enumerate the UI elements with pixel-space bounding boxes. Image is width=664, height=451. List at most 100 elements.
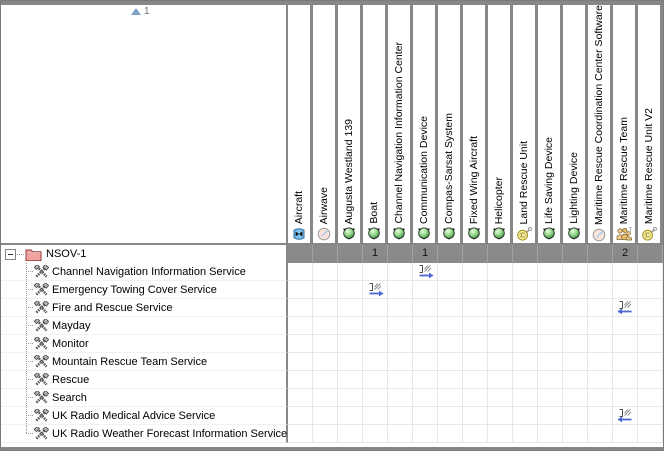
matrix-cell[interactable] xyxy=(413,263,438,281)
matrix-cell[interactable] xyxy=(463,407,488,425)
matrix-cell[interactable] xyxy=(513,371,538,389)
column-header-maritime-rescue-unit-v2[interactable]: Maritime Rescue Unit V2 © xyxy=(638,5,663,243)
matrix-cell[interactable] xyxy=(513,335,538,353)
matrix-cell[interactable] xyxy=(288,425,313,443)
matrix-cell[interactable] xyxy=(613,281,638,299)
matrix-cell[interactable] xyxy=(638,281,663,299)
matrix-cell[interactable] xyxy=(288,407,313,425)
matrix-cell[interactable] xyxy=(488,317,513,335)
tree-item-search[interactable]: Search xyxy=(1,389,288,407)
matrix-cell[interactable] xyxy=(488,281,513,299)
matrix-cell[interactable] xyxy=(638,425,663,443)
matrix-cell[interactable] xyxy=(313,371,338,389)
matrix-cell[interactable] xyxy=(488,371,513,389)
matrix-cell[interactable] xyxy=(588,353,613,371)
matrix-cell[interactable] xyxy=(538,353,563,371)
matrix-cell[interactable] xyxy=(388,407,413,425)
matrix-cell[interactable] xyxy=(438,371,463,389)
matrix-cell[interactable] xyxy=(638,263,663,281)
matrix-cell[interactable] xyxy=(363,317,388,335)
matrix-cell[interactable] xyxy=(563,317,588,335)
matrix-cell[interactable] xyxy=(563,371,588,389)
matrix-cell[interactable] xyxy=(313,335,338,353)
matrix-cell[interactable] xyxy=(488,263,513,281)
matrix-cell[interactable] xyxy=(288,299,313,317)
matrix-cell[interactable] xyxy=(338,317,363,335)
matrix-cell[interactable] xyxy=(388,353,413,371)
matrix-cell[interactable] xyxy=(488,299,513,317)
matrix-cell[interactable] xyxy=(288,371,313,389)
matrix-cell[interactable] xyxy=(463,371,488,389)
matrix-cell[interactable] xyxy=(363,407,388,425)
matrix-cell[interactable] xyxy=(613,407,638,425)
matrix-cell[interactable] xyxy=(588,407,613,425)
matrix-cell[interactable] xyxy=(338,281,363,299)
matrix-cell[interactable] xyxy=(338,299,363,317)
matrix-cell[interactable] xyxy=(338,353,363,371)
matrix-cell[interactable] xyxy=(538,263,563,281)
matrix-cell[interactable] xyxy=(363,425,388,443)
tree-item-emergency-towing-cover-service[interactable]: Emergency Towing Cover Service xyxy=(1,281,288,299)
matrix-cell[interactable] xyxy=(438,407,463,425)
tree-item-mayday[interactable]: Mayday xyxy=(1,317,288,335)
matrix-cell[interactable] xyxy=(538,407,563,425)
matrix-cell[interactable] xyxy=(463,263,488,281)
matrix-cell[interactable] xyxy=(538,371,563,389)
matrix-cell[interactable] xyxy=(513,389,538,407)
tree-item-monitor[interactable]: Monitor xyxy=(1,335,288,353)
matrix-cell[interactable] xyxy=(388,281,413,299)
matrix-cell[interactable] xyxy=(488,407,513,425)
matrix-cell[interactable] xyxy=(513,425,538,443)
matrix-cell[interactable] xyxy=(313,353,338,371)
matrix-cell[interactable] xyxy=(413,389,438,407)
matrix-cell[interactable] xyxy=(413,353,438,371)
matrix-cell[interactable] xyxy=(538,281,563,299)
matrix-cell[interactable] xyxy=(488,335,513,353)
matrix-cell[interactable] xyxy=(588,335,613,353)
matrix-cell[interactable] xyxy=(463,425,488,443)
matrix-cell[interactable] xyxy=(538,299,563,317)
matrix-cell[interactable] xyxy=(363,371,388,389)
matrix-cell[interactable] xyxy=(588,281,613,299)
column-header-airwave[interactable]: Airwave xyxy=(313,5,338,243)
column-header-communication-device[interactable]: Communication Device xyxy=(413,5,438,243)
matrix-cell[interactable] xyxy=(613,299,638,317)
matrix-cell[interactable] xyxy=(613,263,638,281)
matrix-cell[interactable] xyxy=(538,425,563,443)
matrix-cell[interactable] xyxy=(388,263,413,281)
matrix-cell[interactable] xyxy=(538,335,563,353)
matrix-cell[interactable] xyxy=(438,317,463,335)
matrix-cell[interactable] xyxy=(388,425,413,443)
matrix-cell[interactable] xyxy=(613,317,638,335)
matrix-cell[interactable] xyxy=(313,389,338,407)
matrix-cell[interactable] xyxy=(488,425,513,443)
sort-indicator[interactable]: 1 xyxy=(131,6,150,17)
matrix-cell[interactable] xyxy=(588,299,613,317)
matrix-cell[interactable] xyxy=(613,425,638,443)
matrix-cell[interactable] xyxy=(338,263,363,281)
matrix-cell[interactable] xyxy=(338,335,363,353)
matrix-cell[interactable] xyxy=(388,389,413,407)
matrix-cell[interactable] xyxy=(563,299,588,317)
matrix-cell[interactable] xyxy=(538,317,563,335)
matrix-cell[interactable] xyxy=(413,371,438,389)
matrix-cell[interactable] xyxy=(638,389,663,407)
matrix-cell[interactable] xyxy=(588,389,613,407)
matrix-cell[interactable] xyxy=(638,335,663,353)
matrix-cell[interactable] xyxy=(513,407,538,425)
column-header-channel-navigation-information-center[interactable]: Channel Navigation Information Center xyxy=(388,5,413,243)
matrix-cell[interactable] xyxy=(563,263,588,281)
column-header-boat[interactable]: Boat xyxy=(363,5,388,243)
matrix-cell[interactable] xyxy=(563,407,588,425)
matrix-cell[interactable] xyxy=(413,335,438,353)
matrix-cell[interactable] xyxy=(288,317,313,335)
tree-item-uk-radio-weather-forecast-information-service[interactable]: UK Radio Weather Forecast Information Se… xyxy=(1,425,288,443)
matrix-cell[interactable] xyxy=(538,389,563,407)
matrix-cell[interactable] xyxy=(638,353,663,371)
matrix-cell[interactable] xyxy=(463,299,488,317)
matrix-cell[interactable] xyxy=(563,353,588,371)
matrix-cell[interactable] xyxy=(413,425,438,443)
matrix-cell[interactable] xyxy=(438,425,463,443)
matrix-cell[interactable] xyxy=(313,281,338,299)
matrix-cell[interactable] xyxy=(363,389,388,407)
